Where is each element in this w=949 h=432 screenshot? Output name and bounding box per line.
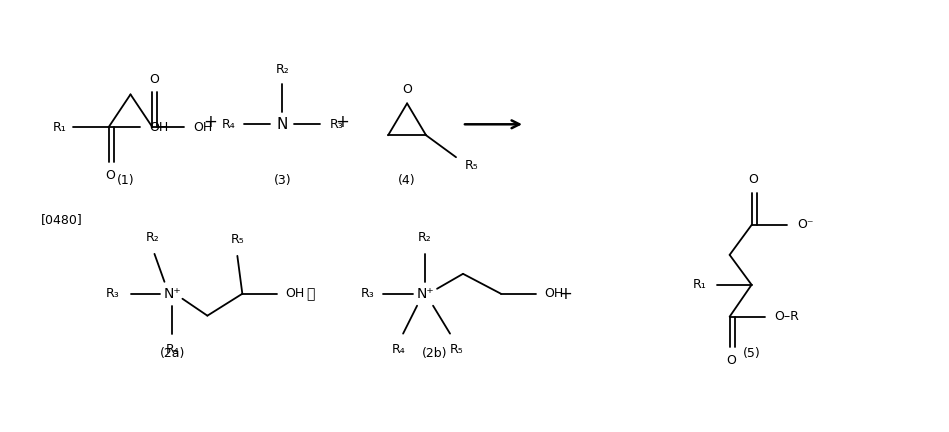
Text: N⁺: N⁺ bbox=[163, 287, 181, 301]
Text: N⁺: N⁺ bbox=[417, 287, 434, 301]
Text: R₂: R₂ bbox=[419, 232, 432, 245]
Text: (1): (1) bbox=[117, 174, 135, 187]
Text: (2b): (2b) bbox=[422, 347, 448, 360]
Text: OH: OH bbox=[545, 287, 564, 300]
Text: +: + bbox=[335, 113, 349, 131]
Text: R₂: R₂ bbox=[145, 232, 159, 245]
Text: OH: OH bbox=[149, 121, 168, 134]
Text: +: + bbox=[558, 285, 572, 303]
Text: (2a): (2a) bbox=[159, 347, 185, 360]
Text: R₅: R₅ bbox=[465, 159, 479, 172]
Text: R₃: R₃ bbox=[329, 118, 344, 131]
Text: R₅: R₅ bbox=[231, 233, 244, 246]
Text: [0480]: [0480] bbox=[41, 213, 83, 226]
Text: O⁻: O⁻ bbox=[797, 219, 813, 232]
Text: (4): (4) bbox=[399, 174, 416, 187]
Text: R₁: R₁ bbox=[693, 278, 707, 291]
Text: R₃: R₃ bbox=[361, 287, 374, 300]
Text: O: O bbox=[727, 354, 736, 367]
Text: R₂: R₂ bbox=[275, 63, 289, 76]
Text: O: O bbox=[749, 173, 758, 186]
Text: N: N bbox=[276, 117, 288, 132]
Text: (3): (3) bbox=[273, 174, 291, 187]
Text: R₄: R₄ bbox=[392, 343, 406, 356]
Text: O–R: O–R bbox=[774, 310, 799, 323]
Text: R₃: R₃ bbox=[105, 287, 120, 300]
Text: R₄: R₄ bbox=[221, 118, 235, 131]
Text: O: O bbox=[150, 73, 159, 86]
Text: OH: OH bbox=[286, 287, 305, 300]
Text: 或: 或 bbox=[307, 287, 314, 301]
Text: R₁: R₁ bbox=[53, 121, 66, 134]
Text: O: O bbox=[105, 168, 116, 181]
Text: O: O bbox=[402, 83, 412, 96]
Text: R₅: R₅ bbox=[450, 343, 464, 356]
Text: OH: OH bbox=[193, 121, 212, 134]
Text: +: + bbox=[203, 113, 217, 131]
Text: (5): (5) bbox=[743, 347, 760, 360]
Text: R₄: R₄ bbox=[165, 343, 179, 356]
